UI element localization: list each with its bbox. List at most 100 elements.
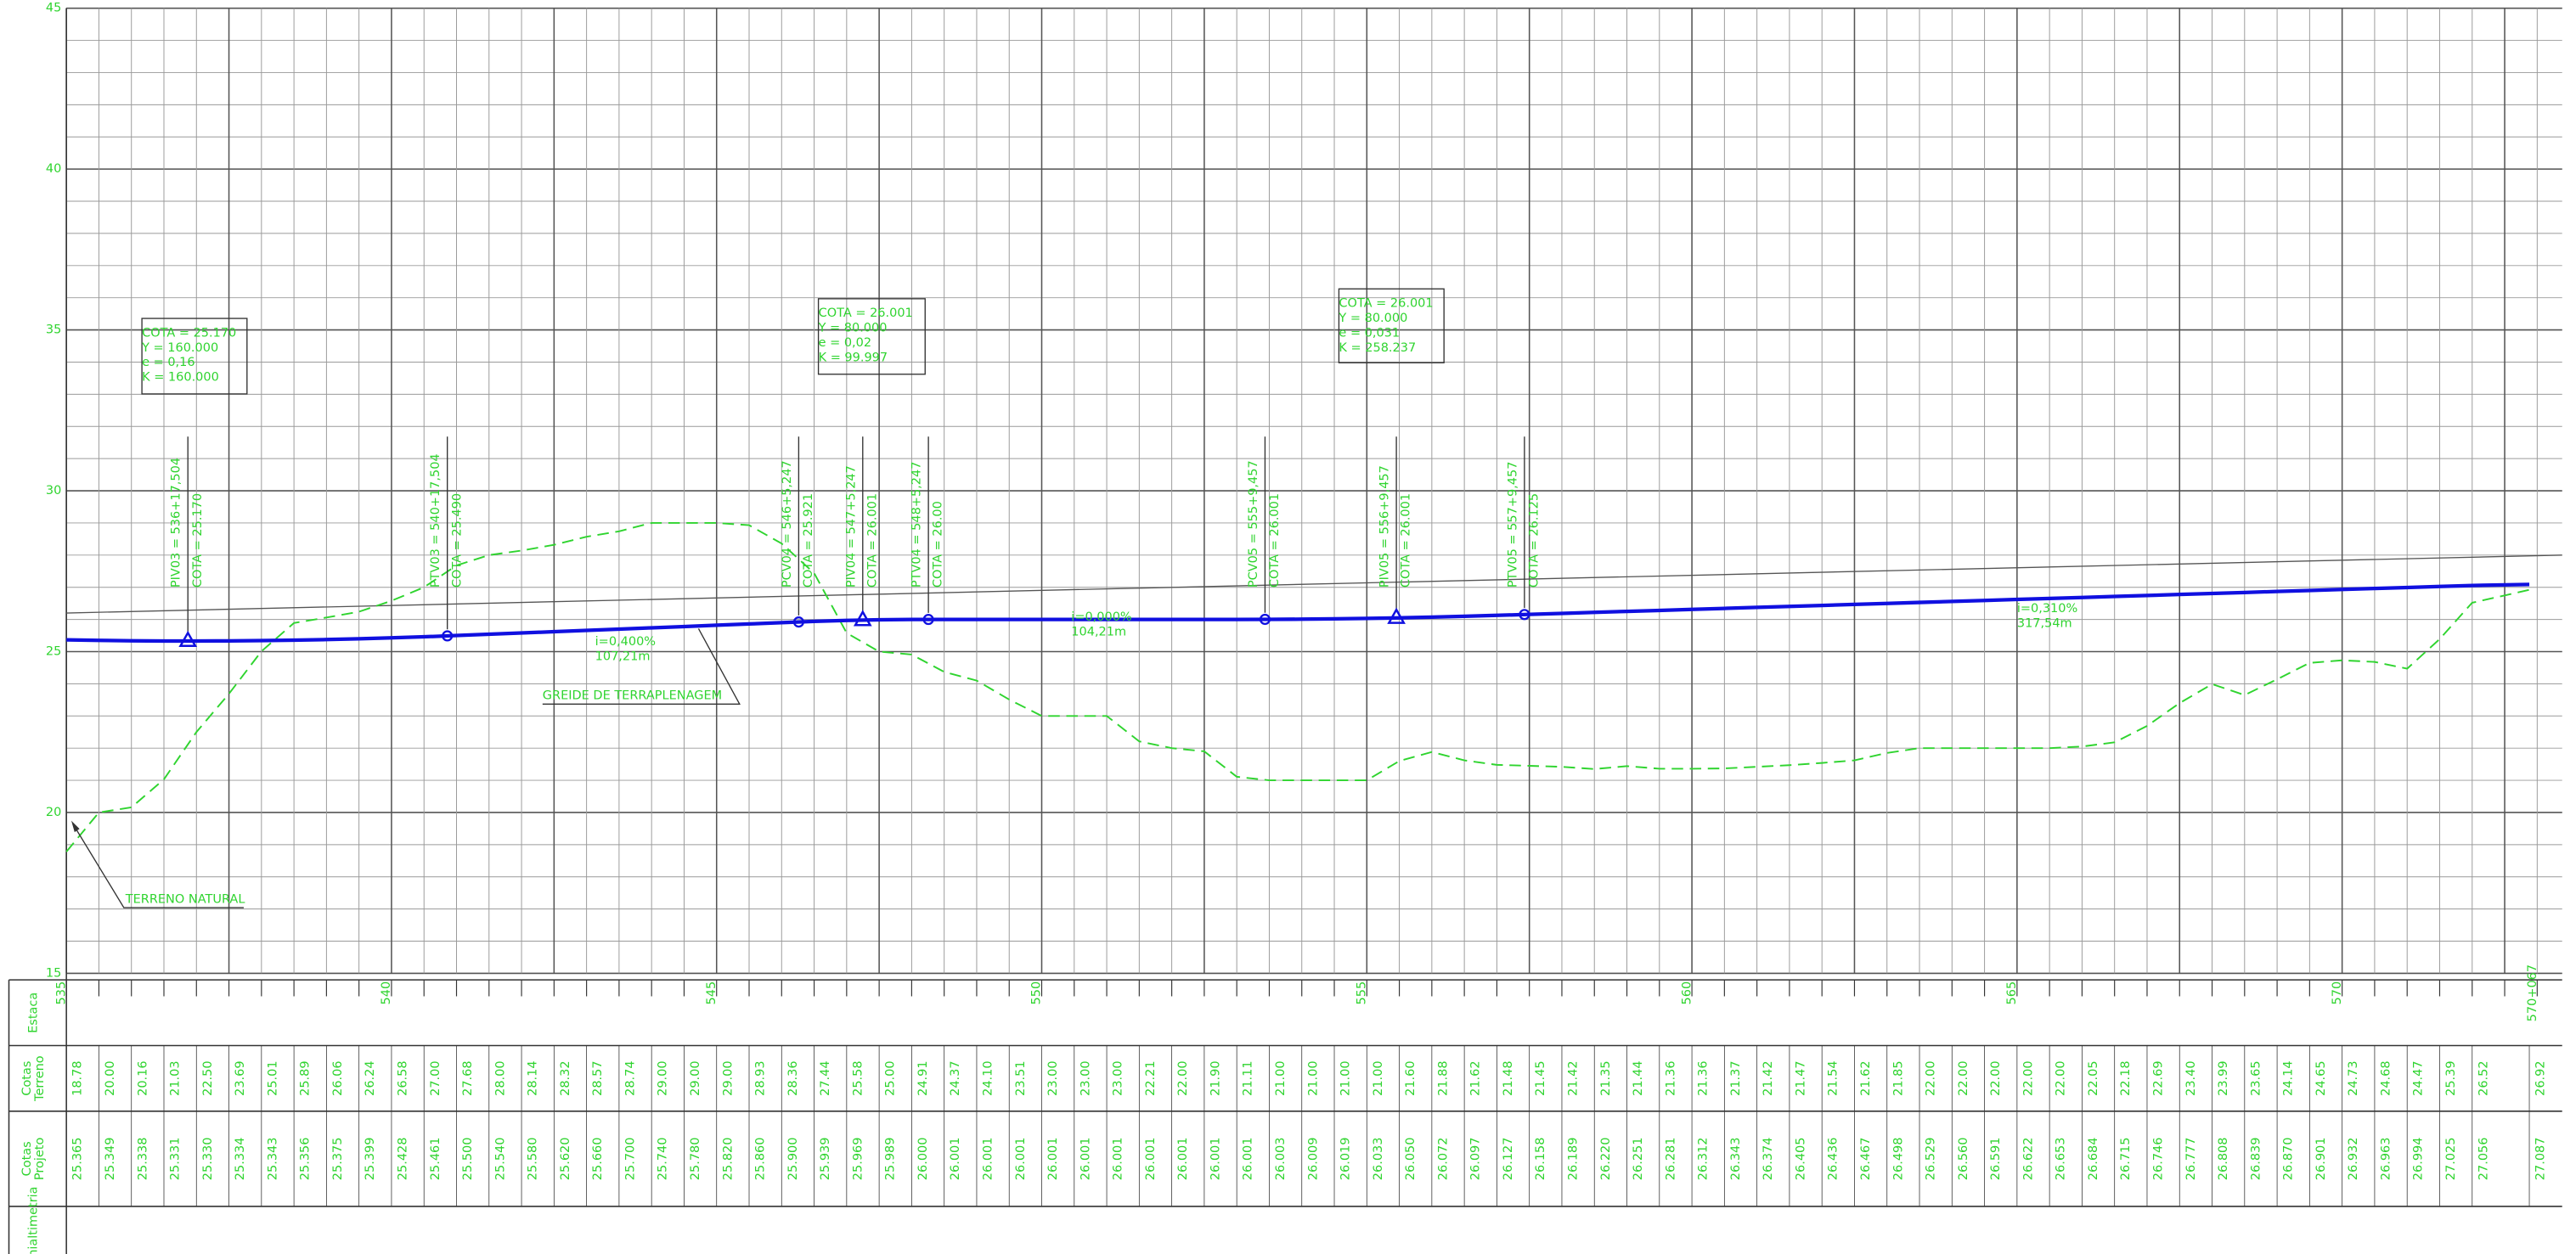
terrain-elevation: 26.06 (331, 1060, 345, 1095)
terrain-elevation: 24.37 (949, 1060, 962, 1095)
row-label: Planialtimetria (27, 1186, 41, 1254)
station-name: PTV03 = 540+17,504 (429, 453, 442, 588)
design-elevation: 26.033 (1372, 1138, 1385, 1181)
terrain-elevation: 21.88 (1436, 1060, 1450, 1095)
terrain-elevation: 26.92 (2534, 1060, 2548, 1095)
design-elevation: 25.365 (71, 1138, 85, 1181)
terrain-elevation: 29.00 (721, 1060, 735, 1095)
slope-grade: i=0,400% (595, 635, 656, 649)
terrain-elevation: 22.00 (1989, 1060, 2003, 1095)
terrain-elevation: 22.00 (2055, 1060, 2068, 1095)
station-label: 540 (380, 981, 393, 1005)
design-elevation: 26.001 (1112, 1138, 1125, 1181)
design-elevation: 26.467 (1859, 1138, 1873, 1181)
design-elevation: 25.356 (299, 1138, 313, 1181)
station-label: 560 (1680, 981, 1694, 1005)
design-elevation: 26.839 (2249, 1138, 2263, 1181)
curve-param: Y = 160.000 (141, 341, 218, 355)
terrain-elevation: 21.47 (1794, 1060, 1807, 1095)
terrain-elevation: 29.00 (689, 1060, 702, 1095)
design-elevation: 26.684 (2087, 1138, 2100, 1181)
terrain-elevation: 24.68 (2379, 1060, 2393, 1095)
reference-line (66, 554, 2562, 614)
row-label: CotasTerreno (20, 1055, 47, 1102)
design-elevation: 26.220 (1599, 1138, 1613, 1181)
design-elevation: 27.056 (2477, 1138, 2490, 1181)
terrain-elevation: 22.21 (1144, 1060, 1158, 1095)
design-elevation: 26.189 (1566, 1138, 1580, 1181)
terrain-elevation: 20.00 (104, 1060, 117, 1095)
design-elevation: 26.560 (1957, 1138, 1970, 1181)
design-elevation: 26.994 (2412, 1138, 2426, 1181)
terrain-elevation: 29.00 (657, 1060, 670, 1095)
station-name: PIV03 = 536+17,504 (170, 458, 183, 588)
y-tick-label: 15 (46, 966, 61, 980)
design-elevation: 26.001 (1014, 1138, 1028, 1181)
terrain-elevation: 27.44 (819, 1060, 832, 1095)
table: Estaca CotasTerreno CotasProjeto Planial… (8, 8, 2562, 1254)
design-elevation: 26.072 (1436, 1138, 1450, 1181)
design-elevation: 25.334 (234, 1138, 247, 1181)
station-label: 535 (54, 981, 68, 1005)
terrain-elevation: 22.18 (2119, 1060, 2133, 1095)
design-elevation: 26.529 (1925, 1138, 1938, 1181)
curve-param: K = 258.237 (1339, 341, 1416, 355)
design-elevation: 26.001 (1176, 1138, 1190, 1181)
terrain-elevation: 21.00 (1339, 1060, 1353, 1095)
terrain-elevation: 21.11 (1242, 1060, 1255, 1095)
row-label: Estaca (27, 993, 41, 1033)
design-elevation: 26.001 (1079, 1138, 1092, 1181)
terrain-elevation: 21.00 (1306, 1060, 1320, 1095)
terrain-elevation: 21.90 (1209, 1060, 1222, 1095)
curve-param: K = 99.997 (819, 351, 888, 364)
piv-marker (853, 610, 872, 627)
design-elevation: 25.969 (851, 1138, 865, 1181)
terrain-elevation: 21.03 (169, 1060, 183, 1095)
station-elevation: COTA = 25.170 (191, 493, 205, 588)
design-elevation: 25.660 (591, 1138, 605, 1181)
y-tick-label: 30 (46, 484, 61, 498)
design-elevation: 25.330 (201, 1138, 215, 1181)
station-label: 565 (2005, 981, 2019, 1005)
terrain-elevation: 21.85 (1891, 1060, 1905, 1095)
design-elevation: 26.746 (2152, 1138, 2166, 1181)
terrain-elevation: 21.42 (1761, 1060, 1775, 1095)
design-elevation: 25.500 (461, 1138, 475, 1181)
station-label: 545 (705, 981, 719, 1005)
station-name: PCV05 = 555+9,457 (1247, 460, 1260, 588)
terrain-elevation: 28.93 (754, 1060, 768, 1095)
terrain-elevation: 28.36 (786, 1060, 800, 1095)
slope-grade: i=0,310% (2017, 602, 2077, 616)
curve-box (1338, 288, 1445, 363)
design-elevation: 26.653 (2055, 1138, 2068, 1181)
terrain-elevation: 23.00 (1112, 1060, 1125, 1095)
terrain-elevation: 27.68 (461, 1060, 475, 1095)
terrain-elevation: 23.65 (2249, 1060, 2263, 1095)
curve-param: COTA = 25.170 (142, 326, 236, 340)
terrain-elevation: 24.91 (916, 1060, 930, 1095)
terrain-label: TERRENO NATURAL (125, 892, 245, 906)
station-label: 550 (1030, 981, 1044, 1005)
curve-point-marker (442, 630, 454, 642)
station-elevation: COTA = 26.00 (932, 501, 945, 588)
slope-length: 104,21m (1071, 625, 1126, 638)
station-elevation: COTA = 26.001 (1400, 493, 1413, 588)
design-elevation: 26.000 (916, 1138, 930, 1181)
curve-param: e = 0,02 (819, 336, 872, 350)
design-elevation: 26.312 (1697, 1138, 1711, 1181)
terrain-elevation: 24.47 (2412, 1060, 2426, 1095)
design-elevation: 26.343 (1729, 1138, 1743, 1181)
terrain-elevation: 18.78 (71, 1060, 85, 1095)
terrain-elevation: 25.01 (266, 1060, 279, 1095)
design-elevation: 25.375 (331, 1138, 345, 1181)
terrain-elevation: 21.62 (1469, 1060, 1483, 1095)
terrain-elevation: 21.62 (1859, 1060, 1873, 1095)
design-elevation: 25.740 (657, 1138, 670, 1181)
station-elevation: COTA = 25.490 (450, 493, 464, 588)
terrain-elevation: 26.58 (396, 1060, 409, 1095)
terrain-elevation: 23.51 (1014, 1060, 1028, 1095)
terrain-elevation: 25.89 (299, 1060, 313, 1095)
profile: PIV03 = 536+17,504 COTA = 25.170 PTV03 = 5… (65, 288, 2562, 908)
